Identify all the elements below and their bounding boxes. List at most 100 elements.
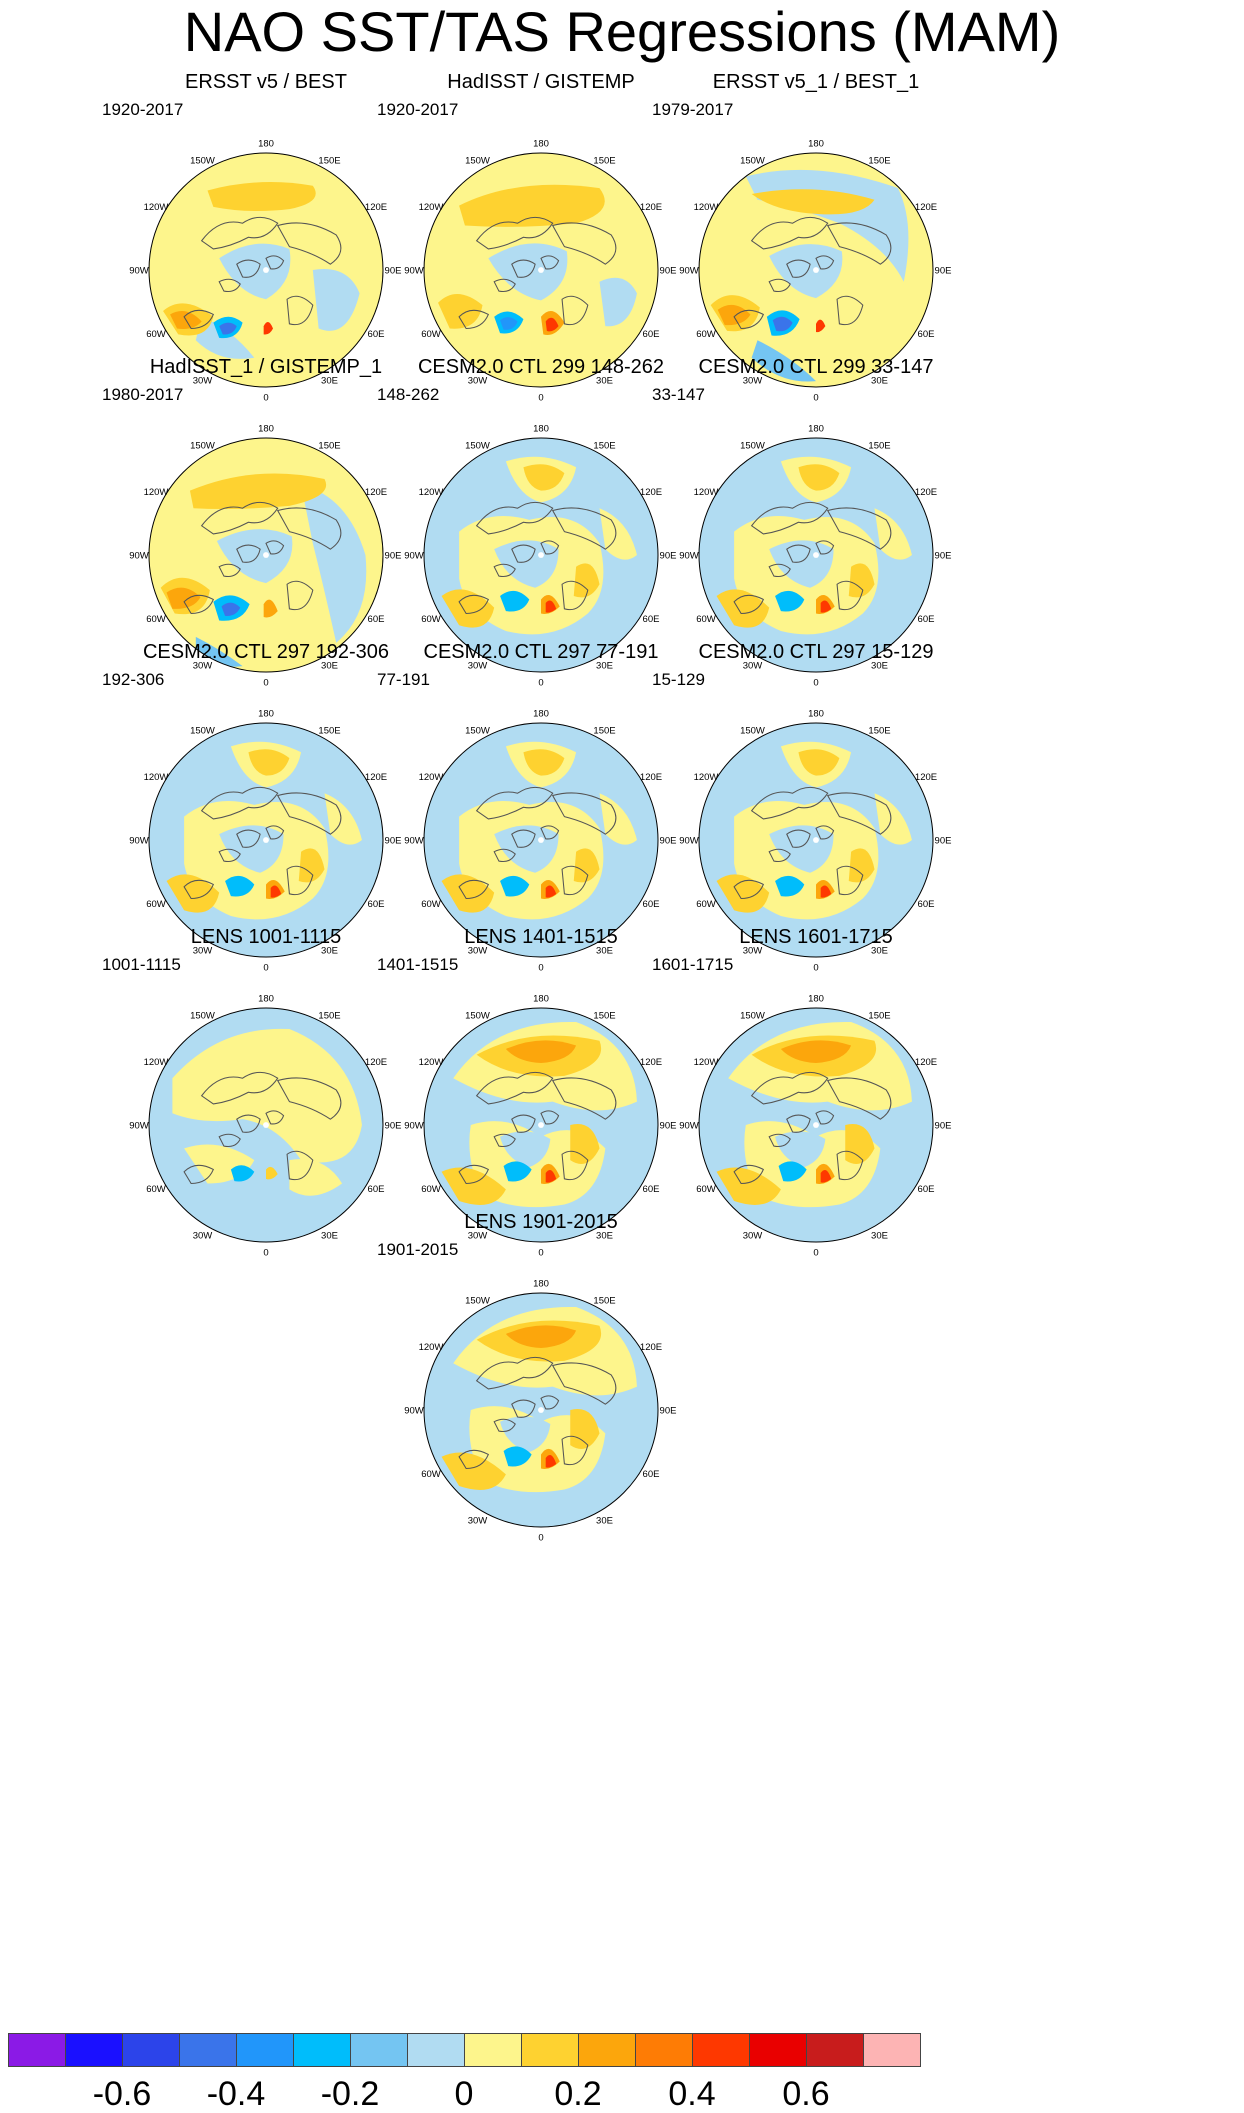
map-panel: CESM2.0 CTL 297 77-191 180 150E 120E 90E 60E 3… — [355, 640, 727, 1006]
colorbar-label: 0.6 — [782, 2075, 830, 2113]
longitude-label: 150W — [190, 1011, 215, 1022]
land-outline — [750, 216, 829, 250]
land-outline — [815, 540, 835, 555]
longitude-label: 90W — [129, 266, 149, 277]
longitude-label: 90E — [385, 836, 402, 847]
land-outline — [511, 544, 536, 563]
land-outline — [236, 829, 261, 848]
land-outline — [183, 309, 215, 330]
polar-map: 180 150E 120E 90E 60E 30E 0 30W 60W 90W 120W 150W — [404, 994, 677, 1259]
land-outline — [218, 848, 241, 863]
colorbar-label: 0.4 — [668, 2075, 716, 2113]
anomaly-region — [216, 529, 293, 584]
longitude-label: 150E — [593, 726, 615, 737]
longitude-label: 150E — [593, 156, 615, 167]
anomaly-region — [207, 182, 316, 212]
anomaly-region — [438, 293, 483, 329]
anomaly-region — [459, 184, 605, 227]
land-outline — [218, 278, 241, 293]
longitude-label: 90E — [660, 1121, 677, 1132]
longitude-label: 60W — [146, 329, 166, 340]
anomaly-region — [505, 1040, 577, 1063]
anomaly-region — [848, 563, 875, 598]
longitude-label: 150W — [465, 1011, 490, 1022]
anomaly-region — [772, 316, 793, 332]
land-outline — [540, 255, 560, 270]
panel-period: 1401-1515 — [377, 955, 459, 974]
longitude-label: 60E — [918, 1184, 935, 1195]
pole-marker — [813, 552, 819, 558]
anomaly-region — [570, 1124, 600, 1164]
anomaly-region — [441, 589, 495, 628]
longitude-label: 150W — [740, 441, 765, 452]
land-outline — [493, 848, 516, 863]
anomaly-region — [523, 749, 565, 776]
longitude-label: 30E — [321, 661, 338, 672]
anomaly-region — [545, 1454, 557, 1468]
longitude-label: 150W — [740, 1011, 765, 1022]
longitude-label: 90E — [935, 836, 952, 847]
anomaly-region — [189, 473, 327, 509]
longitude-label: 150W — [190, 156, 215, 167]
anomaly-region — [573, 848, 600, 883]
longitude-label: 90W — [679, 836, 699, 847]
anomaly-region — [503, 1446, 532, 1467]
land-outline — [458, 1449, 490, 1470]
land-outline — [836, 1150, 864, 1181]
longitude-label: 60E — [643, 1184, 660, 1195]
longitude-label: 120E — [365, 202, 387, 213]
pole-marker — [263, 267, 269, 273]
anomaly-region — [769, 244, 843, 299]
panel-period: 1980-2017 — [102, 385, 184, 404]
anomaly-region — [488, 243, 568, 301]
map-panel: LENS 1601-1715 180 150E 120E 90E 60E 30E 0 30W 60… — [630, 925, 1002, 1291]
map-border — [148, 152, 384, 388]
land-outline — [733, 309, 765, 330]
anomaly-region — [500, 1131, 551, 1168]
longitude-label: 120W — [419, 487, 444, 498]
land-outline — [826, 222, 892, 265]
longitude-label: 30W — [468, 376, 488, 387]
land-outline — [551, 222, 617, 265]
longitude-label: 150E — [593, 1296, 615, 1307]
map-panel: ERSST v5_1 / BEST_1 180 150E 120E 90E 60E 30E 0… — [630, 70, 1002, 436]
longitude-label: 90W — [679, 551, 699, 562]
longitude-label: 180 — [808, 709, 824, 720]
map-border — [698, 722, 934, 958]
longitude-label: 60W — [146, 1184, 166, 1195]
longitude-label: 180 — [258, 709, 274, 720]
longitude-label: 60E — [643, 614, 660, 625]
land-outline — [200, 786, 279, 820]
map-border — [698, 152, 934, 388]
longitude-label: 120E — [640, 1057, 662, 1068]
longitude-label: 30E — [596, 1516, 613, 1527]
anomaly-region — [248, 749, 290, 776]
anomaly-region — [500, 590, 530, 612]
map-border — [423, 437, 659, 673]
map-border — [423, 152, 659, 388]
longitude-label: 120W — [694, 1057, 719, 1068]
land-outline — [733, 879, 765, 900]
colorbar-swatch — [464, 2033, 522, 2067]
longitude-label: 30W — [193, 946, 213, 957]
longitude-label: 120W — [419, 772, 444, 783]
land-outline — [786, 829, 811, 848]
land-outline — [511, 1399, 536, 1418]
longitude-label: 90W — [404, 551, 424, 562]
longitude-label: 180 — [533, 1279, 549, 1290]
polar-map: 180 150E 120E 90E 60E 30E 0 30W 60W 90W 120W 150W — [679, 994, 951, 1259]
anomaly-region — [820, 885, 832, 898]
longitude-label: 150E — [868, 156, 890, 167]
panel-period: 15-129 — [652, 670, 705, 689]
panel-period: 1601-1715 — [652, 955, 734, 974]
map-panel: ERSST v5 / BEST 180 150E 120E 90E 60E 30E 0 30W 6… — [80, 70, 452, 436]
longitude-label: 30E — [596, 661, 613, 672]
colorbar-swatch — [635, 2033, 693, 2067]
anomaly-region — [798, 749, 840, 776]
panel-title: CESM2.0 CTL 297 15-129 — [698, 641, 934, 663]
longitude-label: 30W — [193, 376, 213, 387]
land-outline — [768, 563, 791, 578]
longitude-label: 150W — [740, 726, 765, 737]
land-outline — [540, 1110, 560, 1125]
panel-title: LENS 1901-2015 — [464, 1211, 618, 1233]
